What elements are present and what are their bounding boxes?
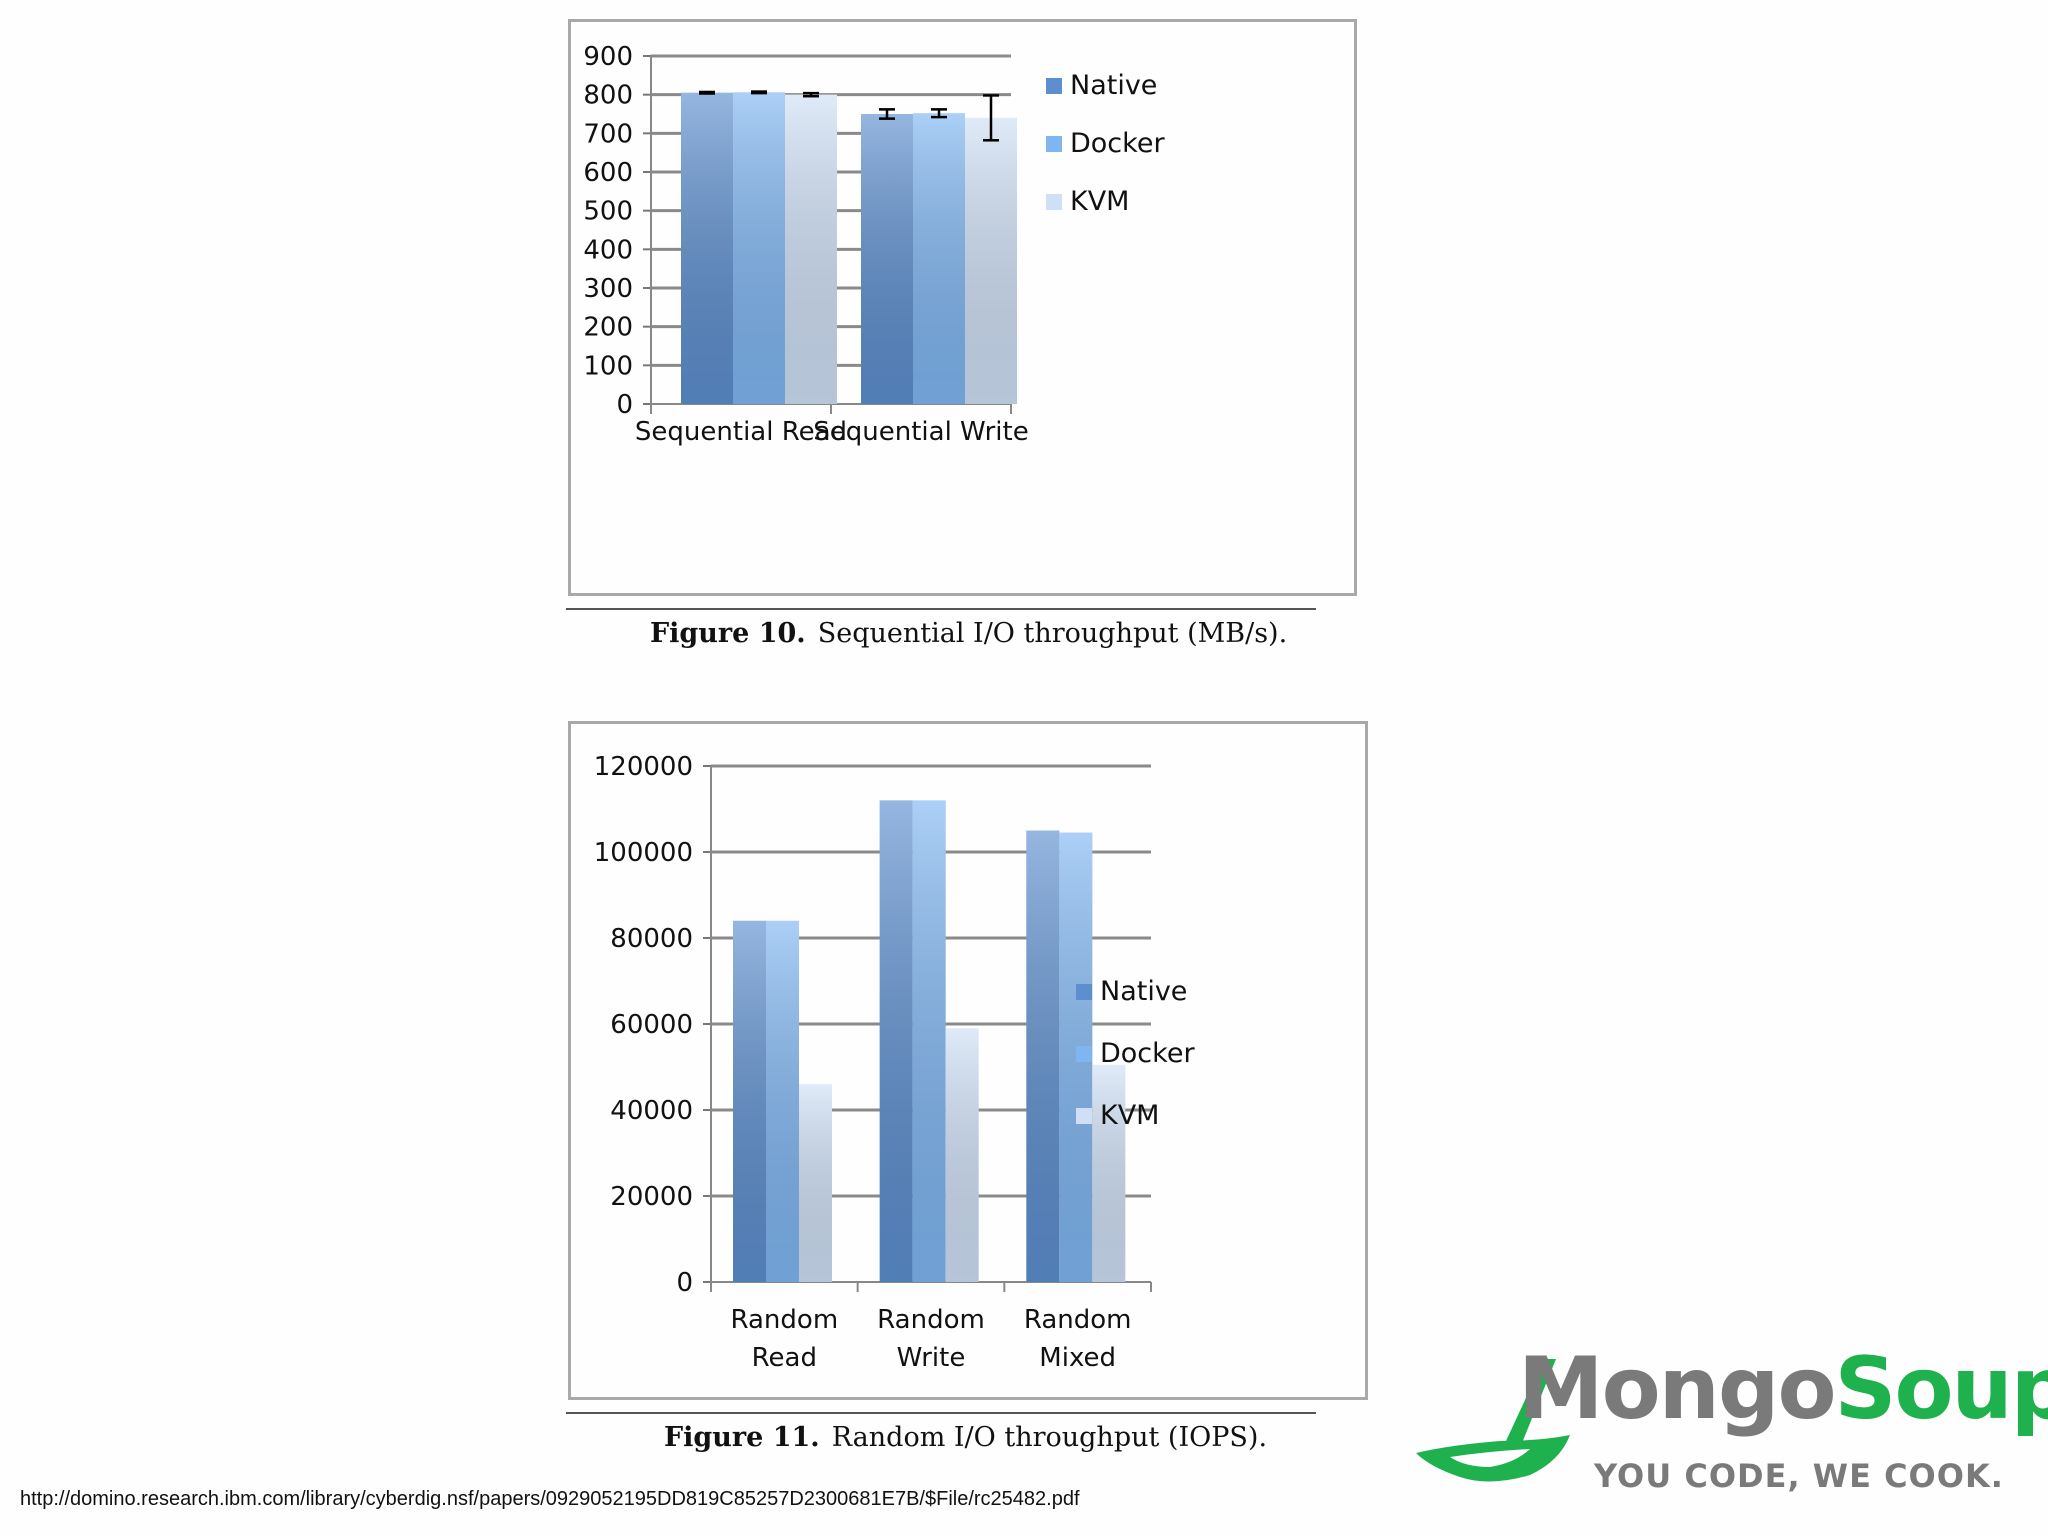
y-tick-label: 0 xyxy=(676,1268,693,1298)
y-tick-label: 700 xyxy=(583,119,633,149)
y-tick-label: 80000 xyxy=(610,924,693,954)
caption-text: Random I/O throughput (IOPS). xyxy=(831,1422,1268,1453)
y-tick-label: 0 xyxy=(616,390,633,420)
y-tick-label: 300 xyxy=(583,274,633,304)
y-tick-label: 800 xyxy=(583,81,633,111)
figure-11-chart: 0 20000 40000 60000 80000 100000 120000 Random R… xyxy=(568,721,1368,1400)
x-category-label: Write xyxy=(897,1343,966,1373)
bar-shade-native xyxy=(861,114,913,404)
legend-label-native: Native xyxy=(1100,976,1187,1007)
bar-shade-kvm xyxy=(945,1028,979,1282)
x-category-label: Random xyxy=(731,1305,839,1335)
bar-shade-native xyxy=(681,92,733,404)
bar-shade-docker xyxy=(913,113,965,404)
bar-shade-kvm xyxy=(799,1084,832,1282)
y-tick-label: 100 xyxy=(583,351,633,381)
y-tick-label: 900 xyxy=(583,42,633,72)
y-tick-label: 120000 xyxy=(594,752,693,782)
x-category-label: Random xyxy=(1024,1305,1132,1335)
mongosoup-logo: MongoSoup YOU CODE, WE COOK. xyxy=(1410,1339,2048,1505)
bar-shade-kvm xyxy=(1092,1064,1126,1282)
figure-11-caption: Figure 11. Random I/O throughput (IOPS). xyxy=(664,1422,1267,1453)
logo-word-mongo: Mongo xyxy=(1518,1339,1837,1439)
y-tick-label: 20000 xyxy=(610,1182,693,1212)
legend-swatch-native xyxy=(1076,984,1092,1000)
caption-rule xyxy=(566,608,1316,610)
caption-label: Figure 11. xyxy=(664,1422,820,1453)
y-tick-label: 500 xyxy=(583,197,633,227)
legend-label-native: Native xyxy=(1070,70,1157,101)
legend-swatch-docker xyxy=(1046,136,1062,152)
logo-tagline: YOU CODE, WE COOK. xyxy=(1594,1457,2004,1495)
bar-shade-docker xyxy=(912,800,946,1282)
legend-swatch-kvm xyxy=(1046,194,1062,210)
chart-sequential-io: 0 100 200 300 400 500 600 700 800 900 Sequential R… xyxy=(583,42,1165,447)
x-category-label: Mixed xyxy=(1039,1343,1116,1373)
legend-label-kvm: KVM xyxy=(1100,1100,1159,1131)
bar-shade-kvm xyxy=(785,94,837,405)
caption-rule xyxy=(566,1412,1316,1414)
y-tick-label: 40000 xyxy=(610,1096,693,1126)
chart-random-io: 0 20000 40000 60000 80000 100000 120000 Random R… xyxy=(594,752,1196,1373)
logo-wordmark: MongoSoup xyxy=(1518,1339,2048,1439)
legend-swatch-kvm xyxy=(1076,1108,1092,1124)
y-tick-label: 60000 xyxy=(610,1010,693,1040)
logo-word-soup: Soup xyxy=(1834,1339,2048,1439)
source-url[interactable]: http://domino.research.ibm.com/library/c… xyxy=(20,1488,1080,1510)
figure-10-chart: 0 100 200 300 400 500 600 700 800 900 Sequential R… xyxy=(568,19,1357,596)
y-tick-label: 400 xyxy=(583,235,633,265)
bar-shade-docker xyxy=(766,920,799,1282)
legend-swatch-docker xyxy=(1076,1046,1092,1062)
bar-shade-native xyxy=(1026,830,1060,1282)
bar-shade-native xyxy=(879,800,913,1282)
caption-text: Sequential I/O throughput (MB/s). xyxy=(817,618,1288,649)
y-tick-label: 200 xyxy=(583,313,633,343)
caption-label: Figure 10. xyxy=(650,618,806,649)
soup-bowl-icon xyxy=(1416,1359,1570,1482)
legend-label-docker: Docker xyxy=(1100,1038,1195,1069)
bar-shade-native xyxy=(733,920,766,1282)
bar-shade-kvm xyxy=(965,117,1017,404)
x-category-label: Sequential Read xyxy=(635,417,847,447)
y-tick-label: 600 xyxy=(583,158,633,188)
figure-10-caption: Figure 10. Sequential I/O throughput (MB/… xyxy=(650,618,1287,649)
y-tick-label: 100000 xyxy=(594,838,693,868)
legend-swatch-native xyxy=(1046,78,1062,94)
legend-label-kvm: KVM xyxy=(1070,186,1129,217)
x-category-label: Read xyxy=(752,1343,817,1373)
legend-label-docker: Docker xyxy=(1070,128,1165,159)
bar-shade-docker xyxy=(733,92,785,404)
x-category-label: Sequential Write xyxy=(813,417,1028,447)
x-category-label: Random xyxy=(877,1305,985,1335)
